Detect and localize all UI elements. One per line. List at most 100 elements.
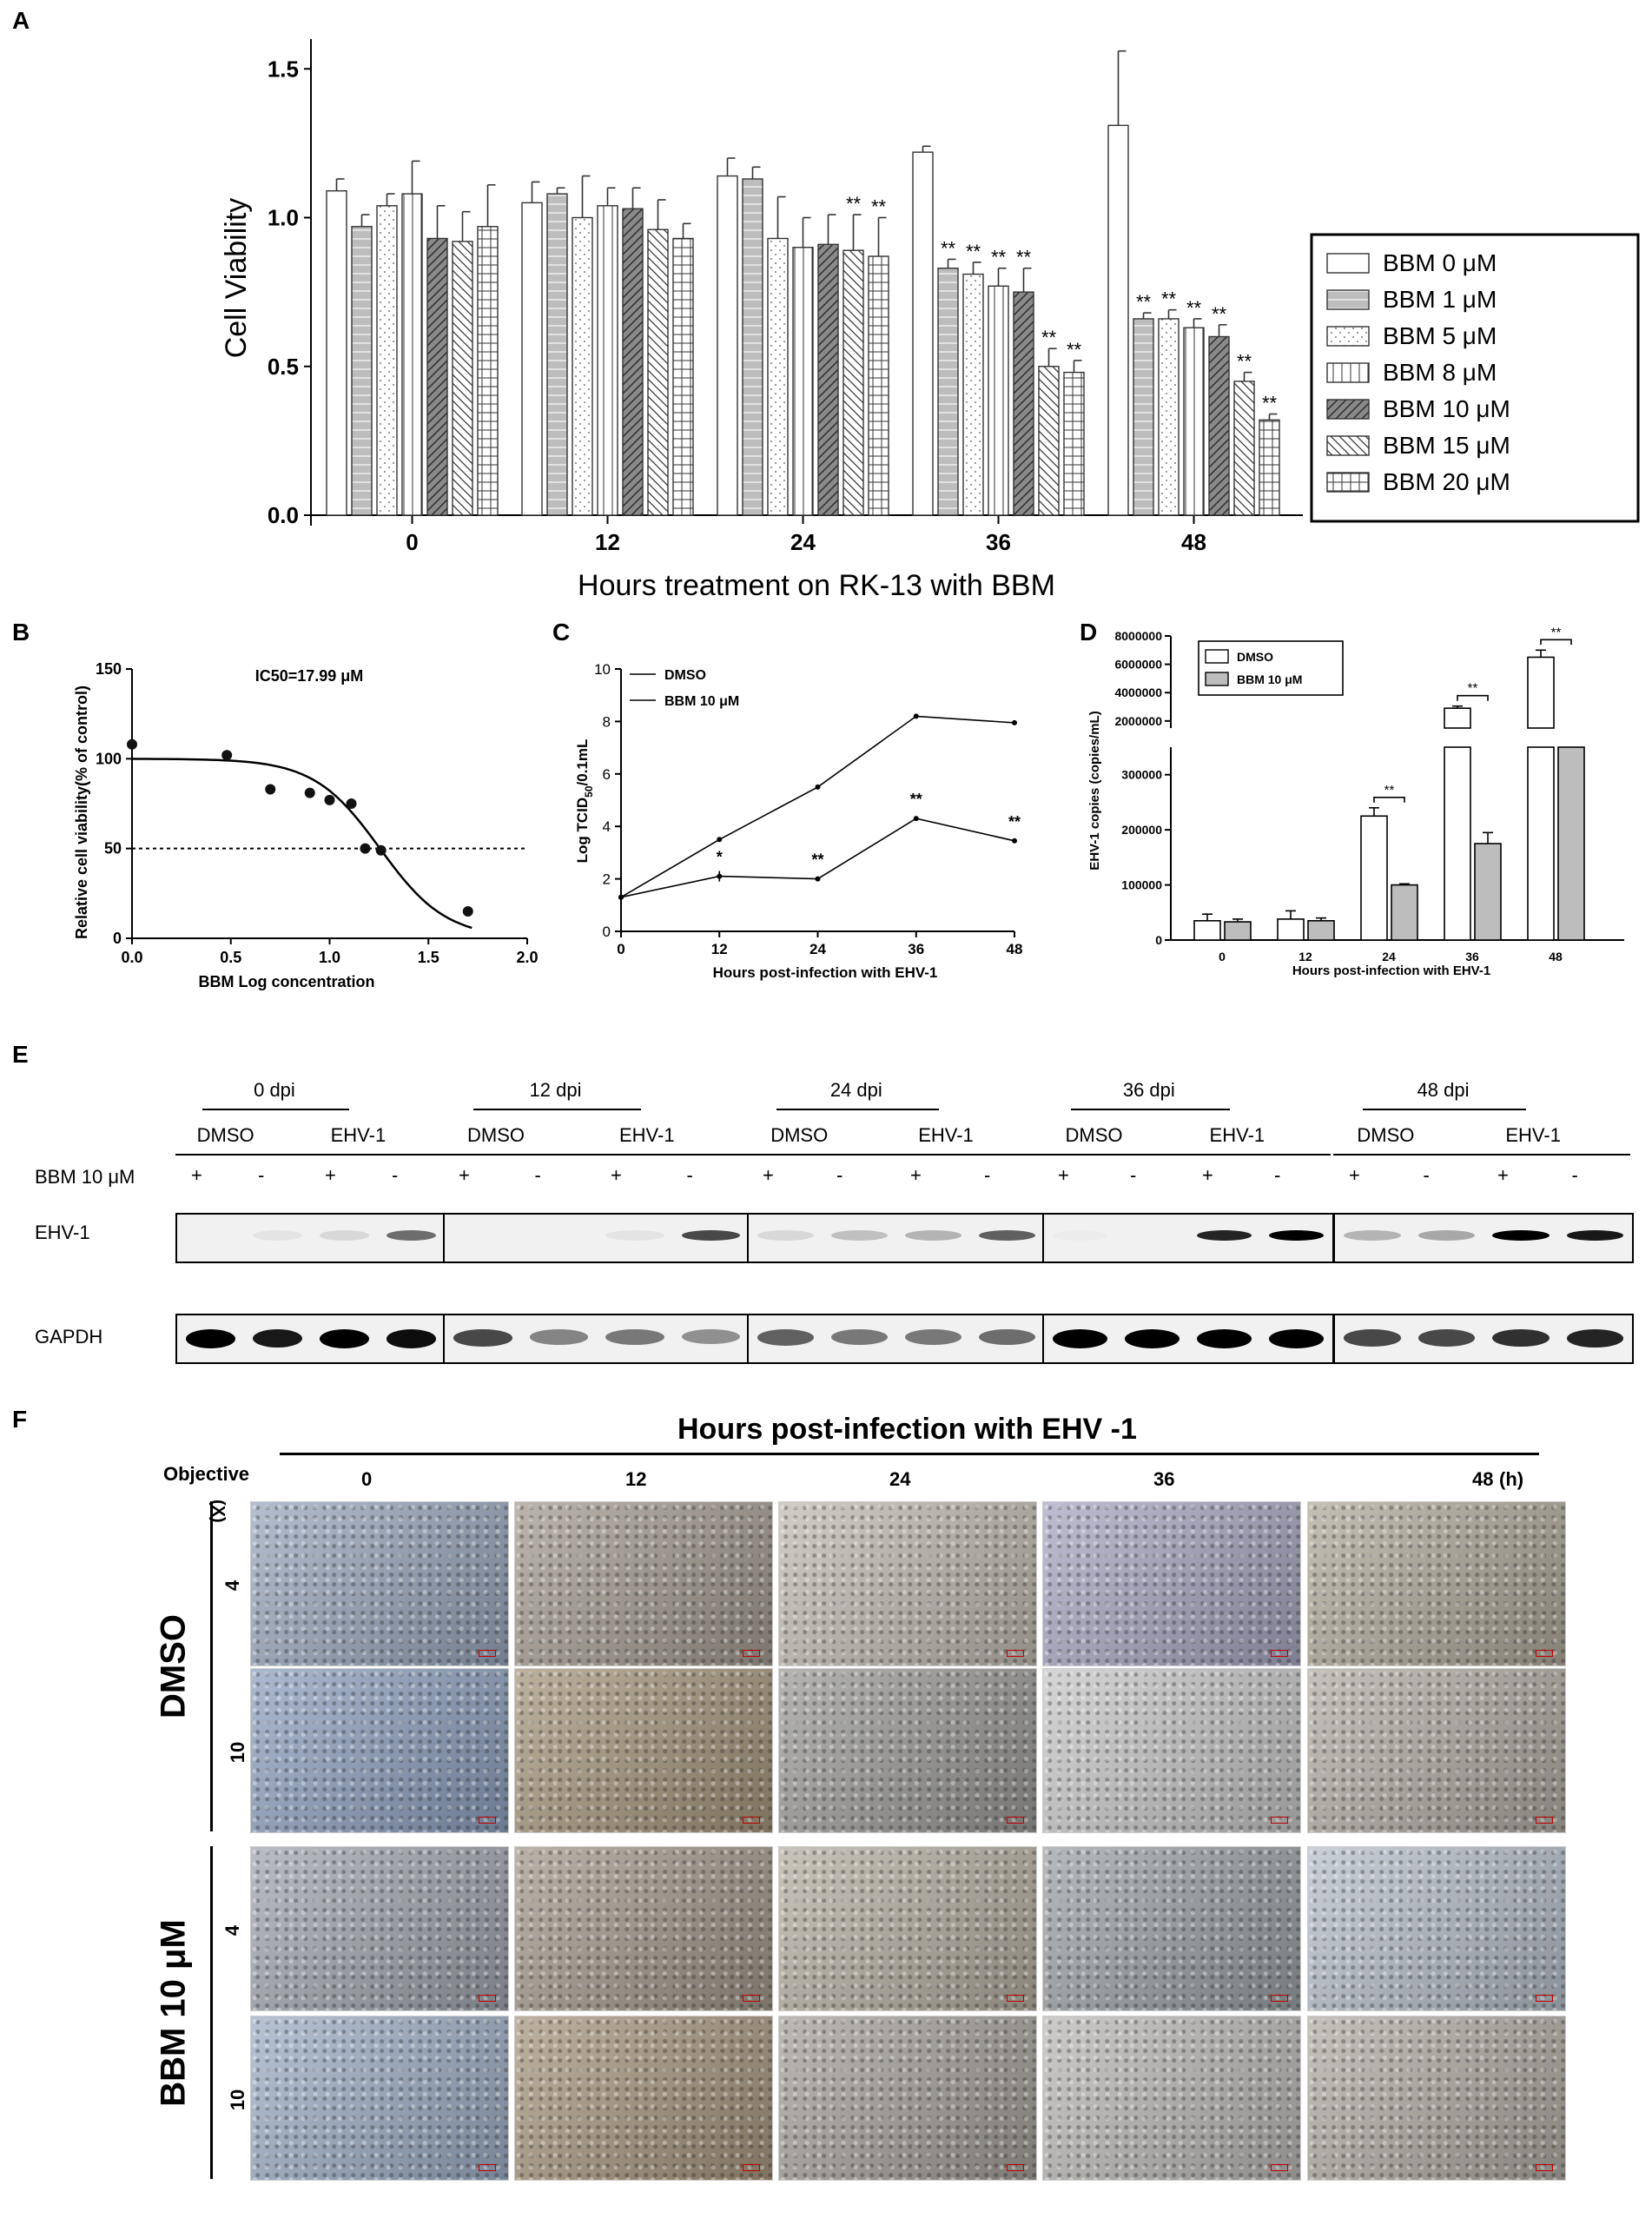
group-bracket xyxy=(210,1501,213,1831)
legend-label: BBM 20 μM xyxy=(1383,468,1510,495)
x-tick-label: 1.0 xyxy=(319,949,340,966)
bar xyxy=(546,193,568,516)
bar xyxy=(426,237,448,516)
dpi-label: 36 dpi xyxy=(1122,1079,1175,1101)
legend-swatch xyxy=(1326,472,1370,493)
y-tick-label: 100000 xyxy=(1121,878,1162,892)
blot-band xyxy=(831,1329,888,1345)
y-tick-label: 2000000 xyxy=(1114,714,1162,728)
micrograph-header: Hours post-infection with EHV -1 xyxy=(677,1413,1137,1446)
y-tick-label: 100 xyxy=(96,750,122,767)
blot-band xyxy=(1197,1230,1252,1241)
bar xyxy=(597,205,618,516)
data-point xyxy=(324,794,335,805)
ehv1-band-strip xyxy=(1333,1213,1634,1263)
micrograph xyxy=(1307,1846,1566,2011)
panel-letter-a: A xyxy=(12,7,30,34)
treatment-sign: + xyxy=(325,1164,336,1186)
group-rule xyxy=(747,1154,1042,1156)
series-line xyxy=(620,715,1015,898)
x-tick-label: 2.0 xyxy=(516,949,538,966)
treatment-sign: + xyxy=(910,1164,922,1186)
group-rule xyxy=(443,1154,747,1156)
blot-band xyxy=(1417,1329,1475,1347)
significance-mark: ** xyxy=(1186,297,1202,319)
blot-band xyxy=(186,1329,235,1348)
blot-band xyxy=(1566,1230,1623,1241)
magnification-label: 4 xyxy=(221,1924,244,1937)
scale-bar xyxy=(1271,1650,1288,1657)
y-axis-label: Cell Viability xyxy=(220,198,253,359)
treatment-sign: + xyxy=(191,1164,202,1186)
data-point xyxy=(717,837,723,843)
y-tick-label: 0.5 xyxy=(268,354,299,380)
significance-mark: ** xyxy=(846,193,862,215)
blot-band xyxy=(1197,1329,1252,1348)
scale-bar xyxy=(1536,1650,1553,1657)
bar xyxy=(401,193,423,516)
y-tick-label: 50 xyxy=(104,840,122,858)
dpi-rule xyxy=(202,1109,350,1110)
blot-band xyxy=(1053,1230,1107,1241)
group-bracket xyxy=(210,1846,213,2179)
y-tick-label: 0.0 xyxy=(268,502,299,528)
time-label: 24 xyxy=(889,1468,911,1490)
bar xyxy=(1107,124,1129,516)
bar xyxy=(868,255,889,516)
blot-band xyxy=(253,1329,302,1348)
significance-mark: ** xyxy=(1551,625,1562,639)
micrograph xyxy=(1307,2016,1566,2181)
y-tick-label: 8000000 xyxy=(1114,629,1162,643)
chart-title: IC50=17.99 μM xyxy=(255,667,364,685)
gapdh-band-strip xyxy=(1042,1314,1334,1364)
western-blot: BBM 10 μM EHV-1 GAPDH 0 dpi DMSO EHV-1 + - + -… xyxy=(0,1069,1652,1381)
significance-mark: ** xyxy=(811,851,823,869)
scale-bar xyxy=(1536,2164,1553,2171)
ehv1-condition-label: EHV-1 xyxy=(330,1124,387,1146)
bar xyxy=(1063,371,1085,516)
time-label: 48 xyxy=(1472,1468,1494,1490)
data-point xyxy=(375,844,387,856)
micrograph xyxy=(1042,1668,1301,1833)
legend-label: DMSO xyxy=(664,668,706,683)
time-label: 36 xyxy=(1153,1468,1175,1490)
legend-label: BBM 10 μM xyxy=(1383,395,1510,422)
bar xyxy=(326,189,347,516)
gapdh-band-strip xyxy=(443,1314,750,1364)
ehv1-band-strip xyxy=(747,1213,1046,1263)
blot-band xyxy=(1492,1329,1550,1348)
micrograph xyxy=(250,1501,509,1666)
dmso-condition-label: DMSO xyxy=(770,1124,829,1146)
micrograph xyxy=(250,1846,509,2011)
significance-bracket xyxy=(1457,694,1489,701)
data-point xyxy=(1012,838,1017,844)
time-label: 0 xyxy=(361,1468,373,1490)
significance-mark: ** xyxy=(1008,813,1021,831)
group-rule xyxy=(1333,1154,1630,1156)
x-axis-label: BBM Log concentration xyxy=(199,973,375,990)
legend-swatch xyxy=(1326,326,1370,347)
significance-mark: ** xyxy=(1237,351,1252,373)
dpi-label: 48 dpi xyxy=(1417,1079,1470,1101)
significance-mark: ** xyxy=(1262,393,1278,414)
micrograph xyxy=(778,1501,1037,1666)
dmso-condition-label: DMSO xyxy=(1357,1124,1415,1146)
y-tick-label: 4 xyxy=(603,818,611,835)
data-point xyxy=(815,876,821,882)
scale-bar xyxy=(743,1650,760,1657)
legend-swatch xyxy=(1326,362,1370,383)
significance-mark: ** xyxy=(1016,247,1032,268)
blot-band xyxy=(757,1329,814,1346)
significance-mark: ** xyxy=(1041,327,1057,348)
blot-band xyxy=(605,1230,664,1241)
y-axis-label: Log TCID50/0.1mL xyxy=(574,739,595,864)
treatment-sign: - xyxy=(1423,1164,1430,1186)
x-tick-label: 36 xyxy=(986,529,1011,555)
treatment-sign: + xyxy=(1058,1164,1069,1186)
y-tick-label: 6000000 xyxy=(1114,658,1162,672)
bar xyxy=(647,228,669,516)
blot-band xyxy=(387,1329,436,1348)
significance-mark: ** xyxy=(966,241,981,262)
bar xyxy=(1277,918,1305,941)
significance-mark: ** xyxy=(871,196,887,218)
